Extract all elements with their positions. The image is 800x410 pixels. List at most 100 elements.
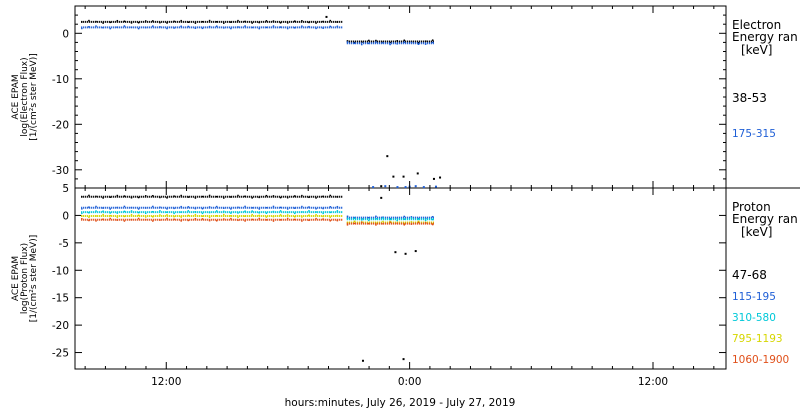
data-point (403, 41, 406, 43)
y-tick-label: 5 (62, 183, 69, 195)
data-point (95, 205, 97, 208)
data-point (123, 210, 126, 213)
data-point (251, 210, 253, 212)
data-point (152, 20, 154, 22)
series-310-580 (81, 210, 434, 222)
data-point (208, 19, 211, 22)
data-point (244, 20, 246, 23)
data-point (416, 172, 419, 175)
y-tick-label: 0 (62, 210, 69, 222)
data-point (394, 251, 397, 254)
data-point (279, 210, 282, 212)
data-point (279, 219, 282, 221)
data-point (265, 212, 268, 214)
data-point (396, 43, 398, 45)
data-point (109, 208, 111, 210)
data-point (215, 220, 218, 222)
y-tick-label: -20 (52, 119, 69, 131)
data-point (410, 41, 413, 44)
data-point (180, 19, 182, 22)
x-tick-label: 12:00 (151, 376, 181, 388)
data-point (424, 40, 427, 42)
data-point (123, 195, 126, 197)
data-point (368, 39, 370, 42)
data-point (329, 19, 332, 22)
data-point (237, 206, 239, 209)
data-point (315, 211, 317, 213)
legend-entry: 1060-1900 (732, 354, 789, 366)
data-point (208, 219, 211, 222)
data-point (95, 20, 97, 23)
data-point (116, 206, 119, 209)
data-point (279, 196, 282, 199)
data-point (322, 195, 324, 198)
data-point (431, 215, 434, 218)
data-point (251, 22, 253, 24)
x-axis-label: hours:minutes, July 26, 2019 - July 27, … (285, 397, 516, 409)
data-point (123, 20, 126, 22)
data-point (130, 22, 133, 24)
data-point (201, 212, 204, 215)
data-point (173, 207, 175, 210)
data-point (102, 207, 104, 209)
data-point (322, 218, 324, 220)
data-point (166, 217, 168, 220)
data-point (109, 27, 111, 30)
data-point (375, 41, 377, 43)
data-point (258, 21, 261, 24)
data-point (424, 222, 427, 224)
data-point (152, 194, 154, 197)
data-point (389, 41, 391, 44)
data-point (368, 219, 370, 222)
data-point (346, 41, 349, 43)
data-point (294, 195, 296, 197)
data-point (88, 26, 90, 28)
data-point (102, 22, 104, 24)
data-point (396, 222, 398, 224)
data-point (144, 216, 147, 218)
data-point (123, 25, 126, 27)
data-point (315, 22, 317, 24)
data-point (137, 214, 140, 216)
data-point (215, 205, 218, 208)
data-point (301, 205, 303, 208)
data-point (166, 208, 168, 210)
data-point (301, 20, 303, 22)
data-point (223, 22, 225, 24)
data-point (251, 197, 253, 199)
y-tick-label: -10 (52, 265, 69, 277)
data-point (194, 197, 197, 199)
data-point (392, 175, 395, 178)
legend-entry: 795-1193 (732, 333, 783, 345)
data-point (123, 215, 126, 218)
data-point (215, 21, 218, 23)
data-point (230, 27, 232, 30)
legend-units: [keV] (741, 225, 772, 239)
data-point (251, 213, 253, 216)
data-point (208, 211, 211, 214)
data-point (286, 208, 289, 210)
data-point (187, 206, 190, 208)
data-point (424, 43, 427, 45)
series-115-195 (81, 205, 434, 220)
data-point (123, 205, 126, 208)
data-point (201, 207, 204, 210)
data-point (279, 214, 282, 216)
y-tick-label: -30 (52, 165, 69, 177)
data-point (417, 41, 420, 44)
data-point (422, 186, 425, 189)
data-point (81, 217, 83, 220)
data-point (315, 207, 317, 210)
data-point (325, 15, 328, 18)
data-point (368, 216, 370, 219)
data-point (95, 215, 97, 217)
data-point (389, 43, 391, 46)
data-point (244, 220, 246, 222)
data-point (159, 219, 161, 221)
data-point (258, 217, 261, 220)
data-point (130, 218, 133, 221)
data-point (360, 41, 363, 43)
legend-title: Proton (732, 200, 771, 214)
data-point (375, 39, 377, 42)
